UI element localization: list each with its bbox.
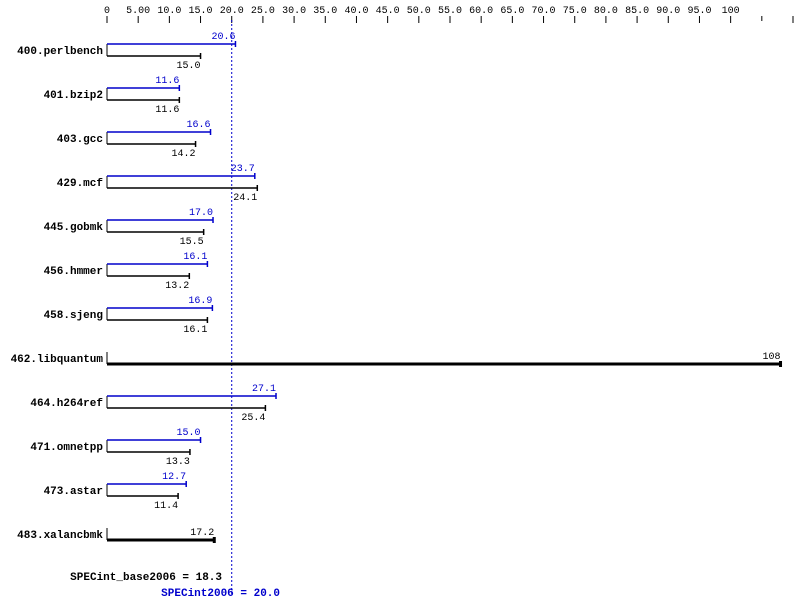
axis-tick-label: 0 bbox=[104, 6, 110, 17]
base-value: 11.6 bbox=[155, 105, 179, 116]
peak-value: 16.6 bbox=[187, 120, 211, 131]
base-value: 25.4 bbox=[241, 413, 265, 424]
benchmark-label: 401.bzip2 bbox=[44, 90, 103, 102]
axis-tick-label: 90.0 bbox=[656, 6, 680, 17]
axis-tick-label: 45.0 bbox=[376, 6, 400, 17]
axis-tick-label: 55.0 bbox=[438, 6, 462, 17]
axis-tick-label: 70.0 bbox=[532, 6, 556, 17]
base-value: 13.2 bbox=[165, 281, 189, 292]
peak-value: 27.1 bbox=[252, 384, 276, 395]
benchmark-label: 464.h264ref bbox=[30, 398, 103, 410]
axis-tick-label: 60.0 bbox=[469, 6, 493, 17]
axis-tick-label: 75.0 bbox=[563, 6, 587, 17]
base-value: 16.1 bbox=[183, 325, 207, 336]
spec-bar-chart: 0 5.00 10.0 15.0 20.0 25.0 30.0 35.0 40.0 45.0 50.… bbox=[0, 0, 799, 606]
axis-tick-label: 80.0 bbox=[594, 6, 618, 17]
base-value: 15.0 bbox=[177, 61, 201, 72]
benchmark-label: 429.mcf bbox=[57, 178, 104, 190]
benchmark-label: 403.gcc bbox=[57, 134, 103, 146]
base-value: 24.1 bbox=[233, 193, 257, 204]
peak-value: 20.6 bbox=[211, 32, 235, 43]
axis-tick-label: 100 bbox=[722, 6, 740, 17]
peak-value: 23.7 bbox=[231, 164, 255, 175]
axis-tick-label: 85.0 bbox=[625, 6, 649, 17]
benchmark-label: 456.hmmer bbox=[44, 266, 103, 278]
base-value: 14.2 bbox=[172, 149, 196, 160]
axis-tick-label: 40.0 bbox=[344, 6, 368, 17]
peak-value: 11.6 bbox=[155, 76, 179, 87]
base-value: 15.5 bbox=[180, 237, 204, 248]
benchmark-label: 473.astar bbox=[44, 486, 103, 498]
axis-tick-label: 65.0 bbox=[500, 6, 524, 17]
benchmark-label: 471.omnetpp bbox=[30, 442, 103, 454]
benchmark-label: 400.perlbench bbox=[17, 46, 103, 58]
axis-tick-label: 35.0 bbox=[313, 6, 337, 17]
peak-value: 17.0 bbox=[189, 208, 213, 219]
base-value: 11.4 bbox=[154, 501, 178, 512]
axis-tick-label: 50.0 bbox=[407, 6, 431, 17]
axis-tick-label: 10.0 bbox=[157, 6, 181, 17]
peak-value: 12.7 bbox=[162, 472, 186, 483]
benchmark-label: 483.xalancbmk bbox=[17, 530, 103, 542]
axis-tick-label: 95.0 bbox=[687, 6, 711, 17]
peak-value: 15.0 bbox=[177, 428, 201, 439]
peak-value: 16.1 bbox=[183, 252, 207, 263]
summary-line: SPECint2006 = 20.0 bbox=[161, 588, 280, 600]
benchmark-label: 445.gobmk bbox=[44, 222, 104, 234]
axis-tick-label: 5.00 bbox=[126, 6, 150, 17]
axis-tick-label: 25.0 bbox=[251, 6, 275, 17]
benchmark-label: 458.sjeng bbox=[44, 310, 103, 322]
axis-tick-label: 30.0 bbox=[282, 6, 306, 17]
base-value: 108 bbox=[763, 352, 781, 363]
base-value: 17.2 bbox=[190, 528, 214, 539]
axis-tick-label: 15.0 bbox=[189, 6, 213, 17]
axis-tick-label: 20.0 bbox=[220, 6, 244, 17]
benchmark-label: 462.libquantum bbox=[11, 354, 104, 366]
peak-value: 16.9 bbox=[188, 296, 212, 307]
summary-line: SPECint_base2006 = 18.3 bbox=[70, 572, 222, 584]
base-value: 13.3 bbox=[166, 457, 190, 468]
